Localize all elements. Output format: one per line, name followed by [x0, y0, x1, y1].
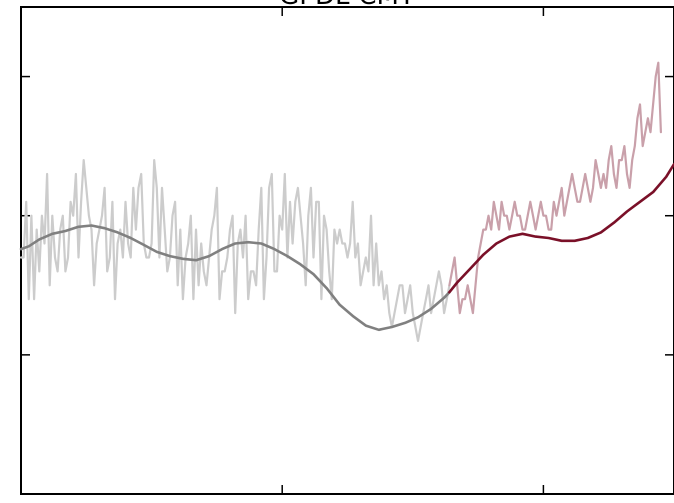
smoothed-series-before: [19, 224, 451, 332]
axis-ticks: [21, 7, 674, 494]
smoothed-series-after: [448, 162, 674, 294]
chart-title: GPDL-CMT: [279, 0, 415, 11]
plot-frame: [20, 6, 674, 495]
raw-series-before: [19, 159, 451, 342]
raw-series-after: [448, 61, 662, 315]
series-layer: [19, 61, 674, 342]
